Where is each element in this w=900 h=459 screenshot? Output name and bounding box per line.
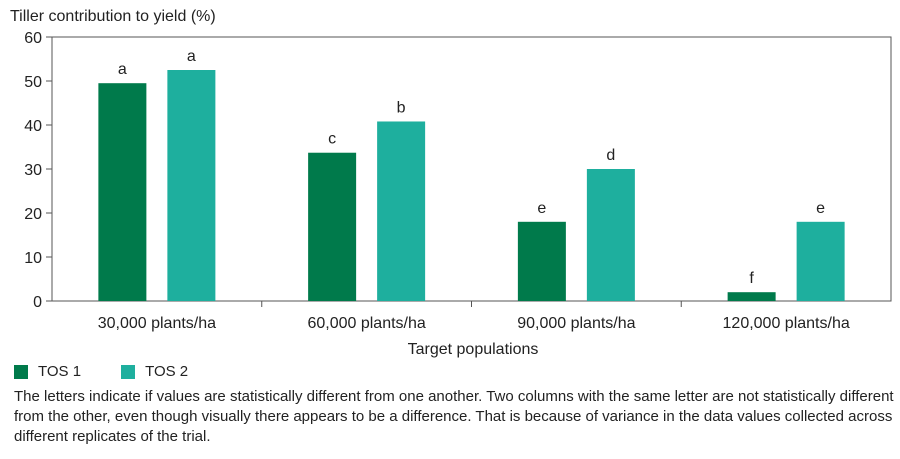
- y-tick-label: 20: [24, 206, 42, 223]
- bar-tos-2: [167, 70, 216, 301]
- x-tick-label: 30,000 plants/ha: [98, 315, 216, 332]
- legend-swatch-tos-2: [121, 364, 136, 379]
- bar-tos-1: [98, 83, 147, 301]
- bar-tos-2: [377, 121, 426, 301]
- bar-tos-2: [796, 221, 845, 301]
- legend-swatch-tos-1: [14, 364, 28, 379]
- bar-significance-label: f: [749, 270, 754, 287]
- legend: TOS 1 TOS 2: [14, 363, 228, 380]
- y-tick-label: 30: [24, 162, 42, 179]
- plot-area: 0 10 20 30 40 50 60 30,000 plants/ha a a 60,000 pl…: [24, 30, 892, 332]
- y-axis-title: Tiller contribution to yield (%): [10, 8, 216, 25]
- legend-item-tos-2: TOS 2: [121, 363, 188, 380]
- y-tick-label: 60: [24, 30, 42, 47]
- bar-tos-2: [586, 169, 635, 301]
- bar-tos-1: [308, 152, 357, 301]
- x-tick-label: 60,000 plants/ha: [307, 315, 425, 332]
- bar-significance-label: c: [328, 131, 336, 148]
- bar-significance-label: e: [816, 200, 825, 217]
- bar-tos-1: [517, 221, 566, 301]
- bar-significance-label: a: [187, 48, 196, 65]
- y-tick-label: 40: [24, 118, 42, 135]
- bar-tos-1: [727, 292, 776, 301]
- legend-label-tos-1: TOS 1: [38, 363, 82, 380]
- x-tick-label: 90,000 plants/ha: [517, 315, 635, 332]
- x-axis-title: Target populations: [408, 341, 539, 358]
- y-tick-label: 0: [33, 294, 42, 311]
- legend-item-tos-1: TOS 1: [14, 363, 81, 380]
- bar-significance-label: e: [537, 200, 546, 217]
- bar-significance-label: d: [606, 147, 615, 164]
- bar-significance-label: a: [118, 61, 127, 78]
- y-tick-label: 50: [24, 74, 42, 91]
- x-tick-label: 120,000 plants/ha: [723, 315, 850, 332]
- chart-footnote: The letters indicate if values are stati…: [14, 388, 894, 445]
- bar-significance-label: b: [397, 99, 406, 116]
- legend-label-tos-2: TOS 2: [145, 363, 189, 380]
- y-tick-label: 10: [24, 250, 42, 267]
